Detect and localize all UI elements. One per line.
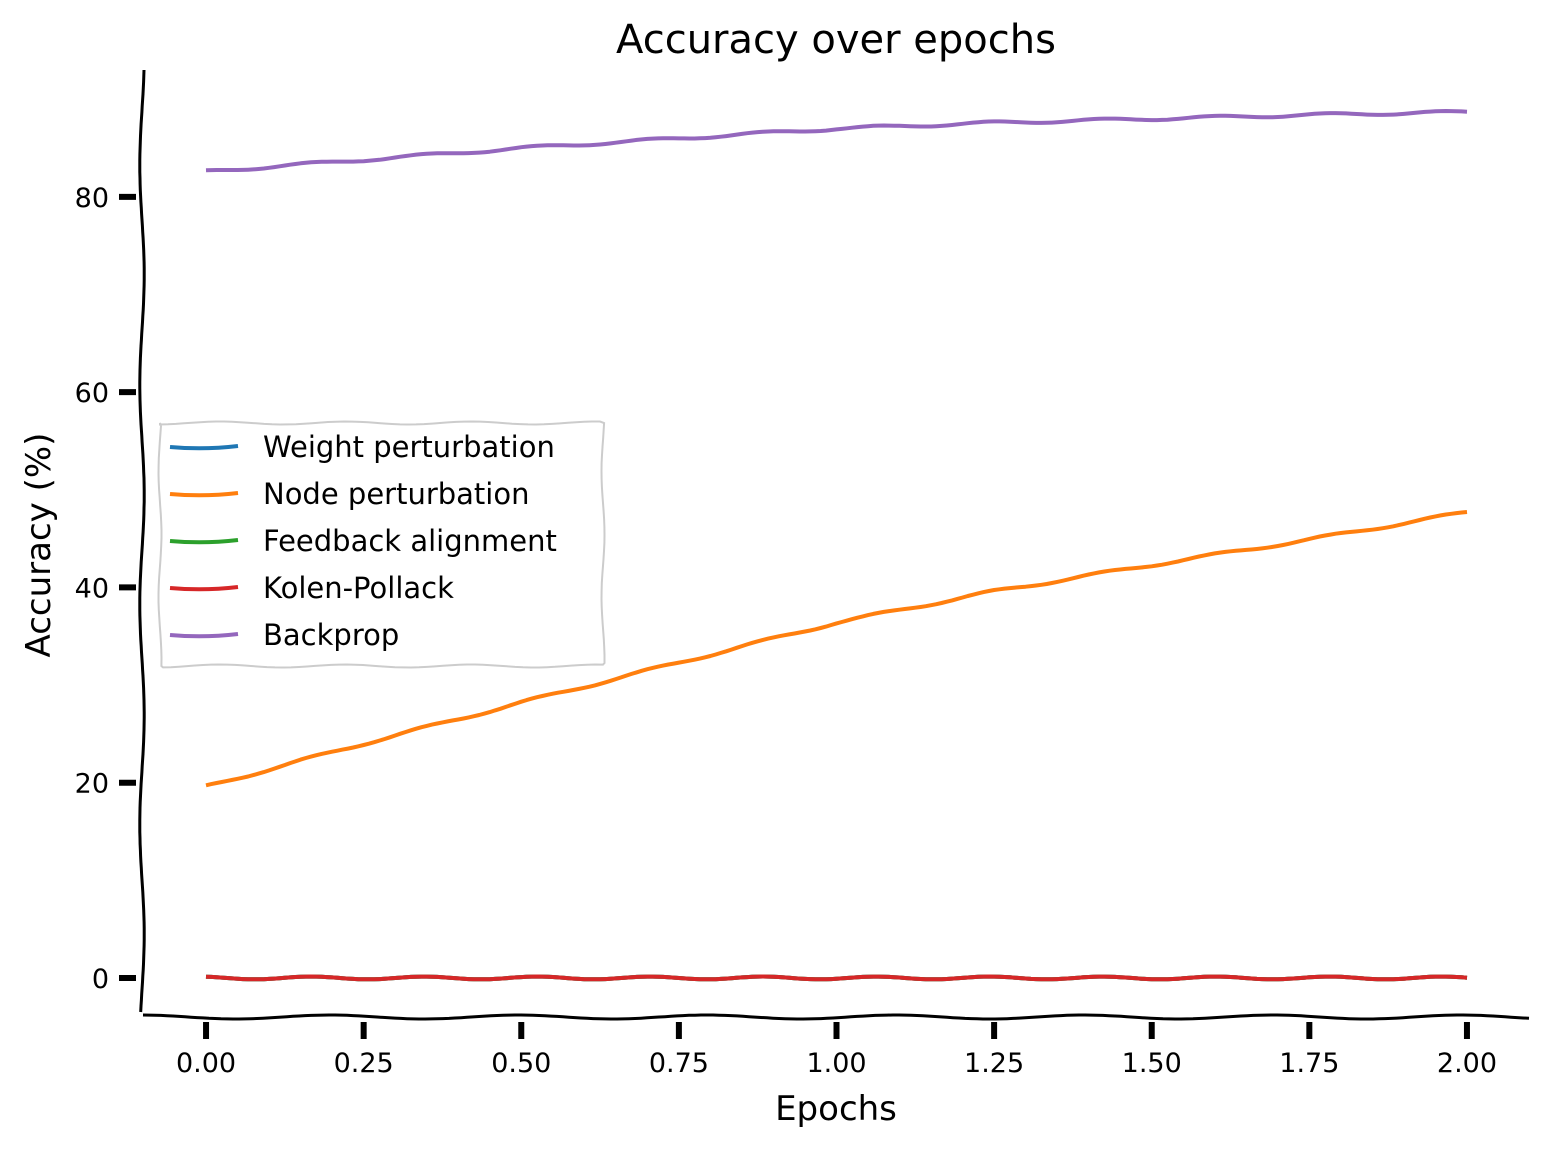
legend-swatch-backprop xyxy=(169,632,239,639)
x-tick-label: 0.00 xyxy=(176,1048,236,1079)
y-tick-label: 40 xyxy=(75,573,109,604)
series-line-node-perturbation xyxy=(205,510,1468,788)
y-axis-label: Accuracy (%) xyxy=(19,433,59,658)
chart-title: Accuracy over epochs xyxy=(616,17,1056,63)
x-tick-label: 0.50 xyxy=(491,1048,551,1079)
y-axis-line xyxy=(138,69,146,1013)
legend-label-node-perturbation: Node perturbation xyxy=(263,477,529,511)
legend-box xyxy=(157,420,606,669)
legend-swatch-weight-perturbation xyxy=(169,444,239,451)
legend-label-weight-perturbation: Weight perturbation xyxy=(263,430,555,464)
x-tick-label: 1.25 xyxy=(964,1048,1024,1079)
x-ticks: 0.00 0.25 0.50 0.75 1.00 1.25 1.50 1.75 2.00 xyxy=(176,1022,1497,1079)
y-ticks: 0 20 40 60 80 xyxy=(75,183,136,995)
series-line-kolen-pollack xyxy=(205,974,1468,982)
legend-swatch-node-perturbation xyxy=(169,491,239,498)
x-tick-label: 0.75 xyxy=(649,1048,709,1079)
legend-label-backprop: Backprop xyxy=(263,618,399,652)
x-tick-label: 0.25 xyxy=(334,1048,394,1079)
x-tick-label: 1.00 xyxy=(806,1048,866,1079)
x-axis-line xyxy=(142,1013,1530,1021)
series-lines xyxy=(205,109,1468,982)
x-tick-label: 2.00 xyxy=(1437,1048,1497,1079)
legend-swatch-feedback-alignment xyxy=(169,538,239,545)
x-tick-label: 1.50 xyxy=(1122,1048,1182,1079)
y-tick-label: 20 xyxy=(75,769,109,800)
y-tick-label: 60 xyxy=(75,378,109,409)
legend-label-kolen-pollack: Kolen-Pollack xyxy=(263,571,454,605)
y-tick-label: 0 xyxy=(92,964,109,995)
legend-label-feedback-alignment: Feedback alignment xyxy=(263,524,557,558)
series-line-backprop xyxy=(205,109,1468,173)
x-tick-label: 1.75 xyxy=(1279,1048,1339,1079)
x-axis-label: Epochs xyxy=(775,1089,897,1129)
y-tick-label: 80 xyxy=(75,183,109,214)
legend-swatch-kolen-pollack xyxy=(169,585,239,592)
legend: Weight perturbation Node perturbation Feed… xyxy=(157,420,606,669)
